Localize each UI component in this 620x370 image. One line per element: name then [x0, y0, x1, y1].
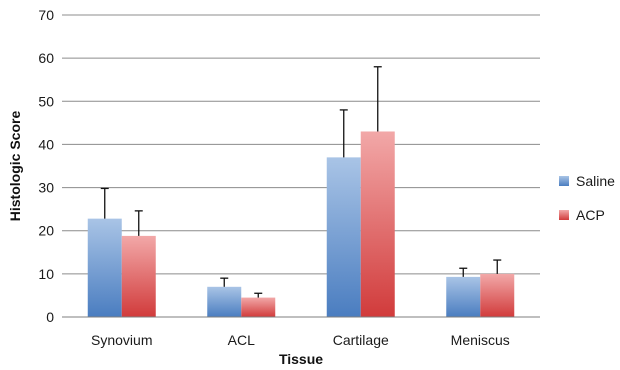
bar-acp-meniscus — [480, 273, 515, 317]
x-tick-label: Synovium — [91, 332, 152, 348]
x-tick-label: Meniscus — [451, 332, 510, 348]
y-tick-label: 60 — [38, 50, 54, 66]
bar-acp-cartilage — [360, 131, 395, 317]
legend-label-acp: ACP — [576, 207, 605, 223]
y-tick-label: 70 — [38, 7, 54, 23]
bar-acp-acl — [241, 297, 276, 317]
legend-swatch-acp — [559, 210, 569, 220]
y-axis-title: Histologic Score — [7, 111, 23, 222]
y-tick-label: 0 — [46, 309, 54, 325]
y-tick-label: 40 — [38, 136, 54, 152]
y-tick-label: 50 — [38, 93, 54, 109]
y-tick-label: 20 — [38, 223, 54, 239]
x-tick-label: Cartilage — [333, 332, 389, 348]
y-tick-label: 10 — [38, 266, 54, 282]
x-tick-label: ACL — [228, 332, 255, 348]
bars — [87, 131, 515, 317]
bar-saline-cartilage — [326, 157, 361, 317]
x-axis-tick-labels: Synovium ACL Cartilage Meniscus — [91, 332, 510, 348]
legend: Saline ACP — [559, 173, 615, 223]
error-bars — [100, 66, 502, 298]
legend-swatch-saline — [559, 176, 569, 186]
x-axis-title: Tissue — [279, 351, 323, 367]
y-axis-tick-labels: 0 10 20 30 40 50 60 70 — [38, 7, 54, 325]
bar-saline-synovium — [87, 218, 122, 317]
y-tick-label: 30 — [38, 180, 54, 196]
gridlines — [62, 14, 540, 275]
bar-saline-acl — [207, 286, 242, 317]
legend-label-saline: Saline — [576, 173, 615, 189]
bar-saline-meniscus — [446, 276, 481, 317]
bar-acp-synovium — [121, 235, 156, 317]
